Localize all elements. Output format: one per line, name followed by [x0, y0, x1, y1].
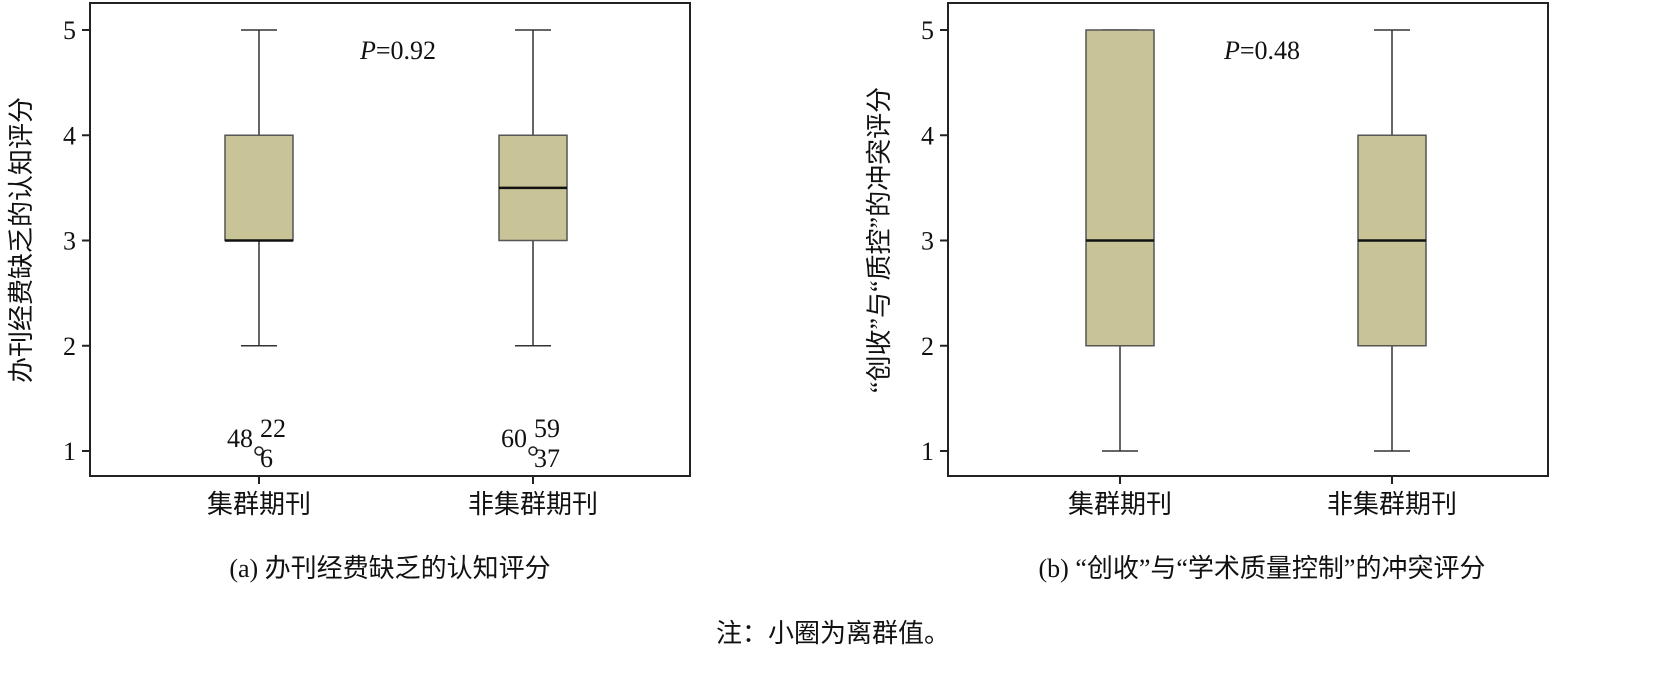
y-tick-label: 4 [921, 121, 934, 150]
outlier-label: 48 [227, 424, 253, 453]
outlier-label: 60 [501, 424, 527, 453]
y-tick-label: 5 [63, 16, 76, 45]
y-tick-label: 1 [63, 437, 76, 466]
y-tick-label: 2 [63, 332, 76, 361]
x-tick-label: 集群期刊 [1068, 490, 1172, 519]
outlier-label: 22 [260, 414, 286, 443]
outlier-label: 59 [534, 414, 560, 443]
panel-a-p-value: P=0.92 [359, 36, 436, 65]
outlier-point [528, 446, 538, 456]
plot-frame [947, 2, 1549, 477]
panel-a-ylabel: 办刊经费缺乏的认知评分 [7, 97, 36, 383]
y-tick-label: 4 [63, 121, 76, 150]
panel-b-ylabel: “创收”与“质控”的冲突评分 [865, 87, 894, 393]
panel-b: “创收”与“质控”的冲突评分 (b) “创收”与“学术质量控制”的冲突评分 P=… [865, 2, 1549, 583]
x-tick-label: 集群期刊 [207, 490, 311, 519]
figure-note: 注：小圈为离群值。 [716, 619, 950, 648]
plot-frame [89, 2, 691, 477]
panel-b-p-value: P=0.48 [1223, 36, 1300, 65]
x-tick-label: 非集群期刊 [468, 490, 598, 519]
panel-a: 办刊经费缺乏的认知评分 (a) 办刊经费缺乏的认知评分 P=0.92 1 2 3 4 5… [7, 2, 691, 583]
outlier-label: 6 [260, 444, 273, 473]
box [1085, 29, 1155, 347]
outlier-point [254, 446, 264, 456]
y-tick-label: 3 [63, 227, 76, 256]
y-tick-label: 5 [921, 16, 934, 45]
y-tick-label: 1 [921, 437, 934, 466]
panel-b-caption: (b) “创收”与“学术质量控制”的冲突评分 [1039, 554, 1486, 583]
box [224, 134, 294, 242]
y-tick-label: 2 [921, 332, 934, 361]
outlier-label: 37 [534, 444, 560, 473]
panel-a-caption: (a) 办刊经费缺乏的认知评分 [229, 554, 550, 583]
x-tick-label: 非集群期刊 [1327, 490, 1457, 519]
y-tick-label: 3 [921, 227, 934, 256]
